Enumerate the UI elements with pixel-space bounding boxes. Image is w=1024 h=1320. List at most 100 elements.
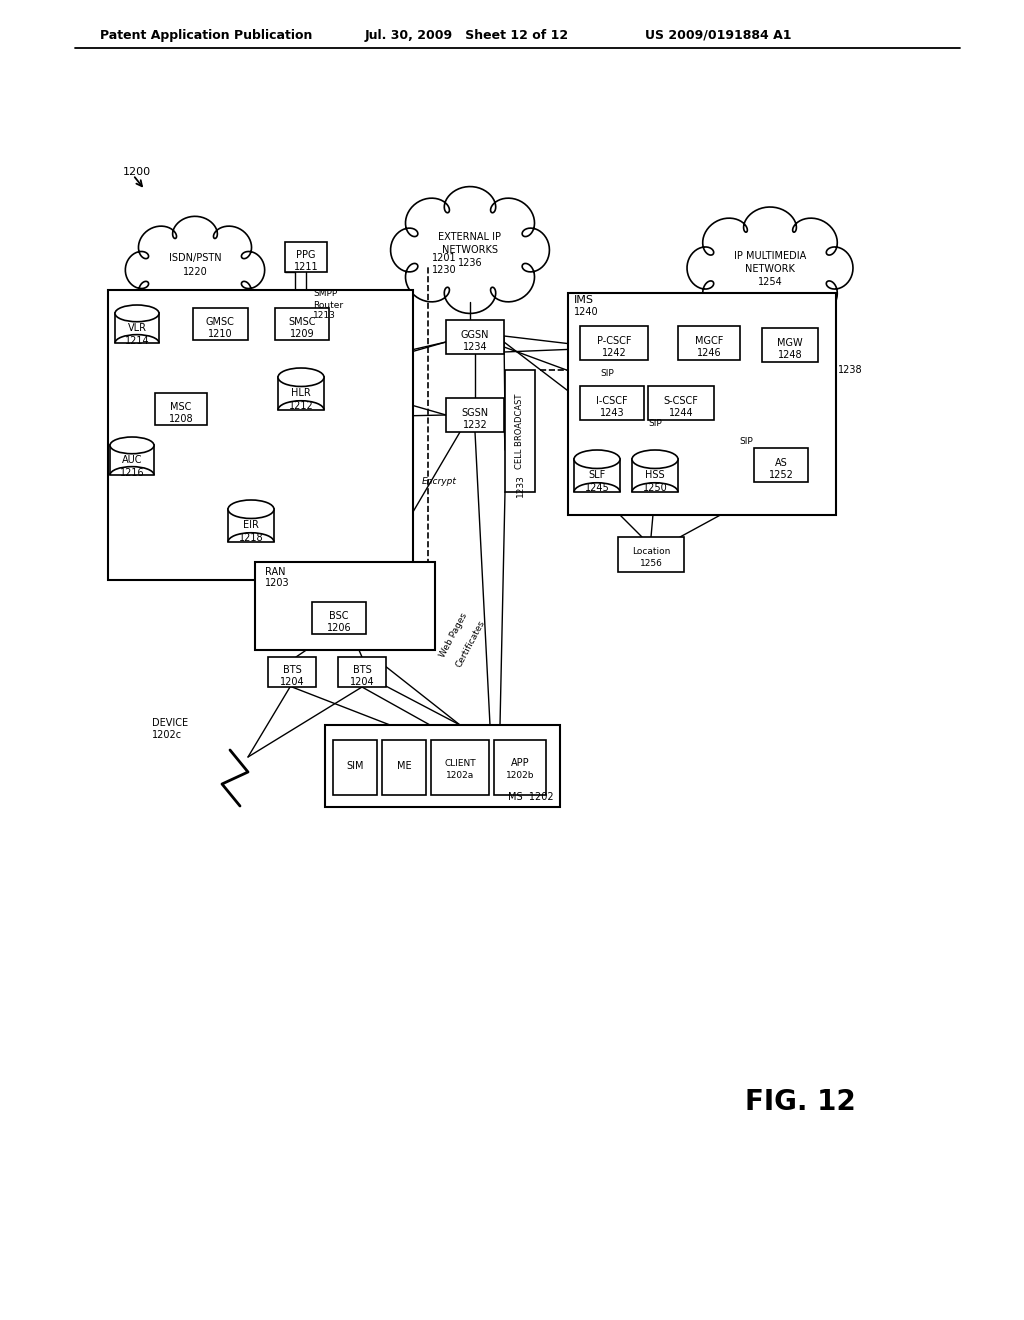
Text: ME: ME bbox=[396, 762, 412, 771]
Ellipse shape bbox=[632, 450, 678, 469]
Text: MGW: MGW bbox=[777, 338, 803, 348]
Text: 1202c: 1202c bbox=[152, 730, 182, 741]
Text: 1243: 1243 bbox=[600, 408, 625, 418]
Text: 1212: 1212 bbox=[289, 401, 313, 411]
Bar bbox=[115, 313, 159, 343]
Text: 1206: 1206 bbox=[327, 623, 351, 634]
Text: 1220: 1220 bbox=[182, 267, 208, 277]
Text: NETWORKS: NETWORKS bbox=[442, 246, 498, 255]
Bar bbox=[505, 370, 535, 492]
Text: SGSN: SGSN bbox=[462, 408, 488, 418]
Text: 1242: 1242 bbox=[602, 348, 627, 358]
Bar bbox=[762, 327, 818, 362]
Polygon shape bbox=[125, 216, 264, 323]
Bar bbox=[268, 657, 316, 686]
Text: 1210: 1210 bbox=[208, 329, 232, 339]
Text: 1208: 1208 bbox=[169, 414, 194, 424]
Ellipse shape bbox=[228, 500, 274, 519]
Ellipse shape bbox=[574, 450, 620, 469]
Text: P-CSCF: P-CSCF bbox=[597, 337, 631, 346]
Text: PPG: PPG bbox=[296, 249, 315, 260]
Text: GMSC: GMSC bbox=[206, 317, 234, 327]
Text: S-CSCF: S-CSCF bbox=[664, 396, 698, 407]
Text: EIR: EIR bbox=[243, 520, 259, 531]
Bar bbox=[278, 378, 324, 411]
Bar bbox=[494, 741, 546, 795]
Text: ISDN/PSTN: ISDN/PSTN bbox=[169, 253, 221, 263]
Bar bbox=[255, 562, 435, 649]
Text: 1204: 1204 bbox=[349, 677, 375, 686]
Text: HLR: HLR bbox=[291, 388, 311, 399]
Text: AS: AS bbox=[774, 458, 787, 469]
Text: 1216: 1216 bbox=[120, 469, 144, 478]
Bar bbox=[580, 385, 644, 420]
Bar bbox=[382, 741, 426, 795]
Bar bbox=[275, 308, 329, 341]
Text: Jul. 30, 2009   Sheet 12 of 12: Jul. 30, 2009 Sheet 12 of 12 bbox=[365, 29, 569, 41]
Text: BSC: BSC bbox=[330, 611, 349, 620]
Text: MGCF: MGCF bbox=[695, 337, 723, 346]
Text: CLIENT: CLIENT bbox=[444, 759, 476, 767]
Text: VLR: VLR bbox=[128, 323, 146, 333]
Text: 1248: 1248 bbox=[777, 350, 803, 360]
Text: BTS: BTS bbox=[283, 665, 301, 675]
Text: 1236: 1236 bbox=[458, 257, 482, 268]
Text: FIG. 12: FIG. 12 bbox=[744, 1088, 855, 1115]
Text: 1204: 1204 bbox=[280, 677, 304, 686]
Text: GGSN: GGSN bbox=[461, 330, 489, 341]
Text: 1201: 1201 bbox=[432, 253, 457, 263]
Bar bbox=[648, 385, 714, 420]
Text: CELL BROADCAST: CELL BROADCAST bbox=[515, 393, 524, 469]
Text: 1250: 1250 bbox=[643, 483, 668, 492]
Text: MSC: MSC bbox=[170, 403, 191, 412]
Text: Certificates: Certificates bbox=[454, 619, 486, 669]
Bar bbox=[338, 657, 386, 686]
Text: 1244: 1244 bbox=[669, 408, 693, 418]
Bar bbox=[446, 399, 504, 432]
Text: EXTERNAL IP: EXTERNAL IP bbox=[438, 232, 502, 242]
Text: Web Pages: Web Pages bbox=[438, 611, 469, 659]
Bar bbox=[333, 741, 377, 795]
Text: SLF: SLF bbox=[589, 470, 605, 480]
Bar bbox=[228, 510, 274, 543]
Bar bbox=[312, 602, 366, 634]
Text: Location: Location bbox=[632, 548, 670, 557]
Bar bbox=[754, 447, 808, 482]
Bar bbox=[193, 308, 248, 341]
Bar bbox=[446, 319, 504, 354]
Text: 1245: 1245 bbox=[585, 483, 609, 492]
Ellipse shape bbox=[110, 437, 154, 454]
Text: I-CSCF: I-CSCF bbox=[596, 396, 628, 407]
Text: 1202b: 1202b bbox=[506, 771, 535, 780]
Text: MS  1202: MS 1202 bbox=[508, 792, 554, 803]
Bar bbox=[431, 741, 489, 795]
Text: DEVICE: DEVICE bbox=[152, 718, 188, 729]
Text: 1203: 1203 bbox=[265, 578, 290, 587]
Polygon shape bbox=[390, 186, 550, 313]
Text: 1213: 1213 bbox=[313, 312, 336, 321]
Text: 1234: 1234 bbox=[463, 342, 487, 352]
Text: IMS: IMS bbox=[574, 294, 594, 305]
Bar bbox=[568, 293, 836, 515]
Text: 1211: 1211 bbox=[294, 261, 318, 272]
Polygon shape bbox=[687, 207, 853, 329]
Text: US 2009/0191884 A1: US 2009/0191884 A1 bbox=[645, 29, 792, 41]
Text: RAN: RAN bbox=[265, 568, 286, 577]
Text: BTS: BTS bbox=[352, 665, 372, 675]
Text: 1232: 1232 bbox=[463, 420, 487, 430]
Bar bbox=[110, 445, 154, 475]
Text: 1209: 1209 bbox=[290, 329, 314, 339]
Text: 1256: 1256 bbox=[640, 560, 663, 569]
Text: APP: APP bbox=[511, 758, 529, 768]
Text: 1254: 1254 bbox=[758, 277, 782, 286]
Text: SIP: SIP bbox=[648, 418, 662, 428]
Text: SMSC: SMSC bbox=[288, 317, 315, 327]
Text: IP MULTIMEDIA: IP MULTIMEDIA bbox=[734, 251, 806, 261]
Text: NETWORK: NETWORK bbox=[745, 264, 795, 275]
Text: 1218: 1218 bbox=[239, 533, 263, 543]
Text: 1252: 1252 bbox=[769, 470, 794, 480]
Ellipse shape bbox=[278, 368, 324, 387]
Text: Router: Router bbox=[313, 301, 343, 309]
Ellipse shape bbox=[115, 305, 159, 322]
Bar bbox=[285, 242, 327, 272]
